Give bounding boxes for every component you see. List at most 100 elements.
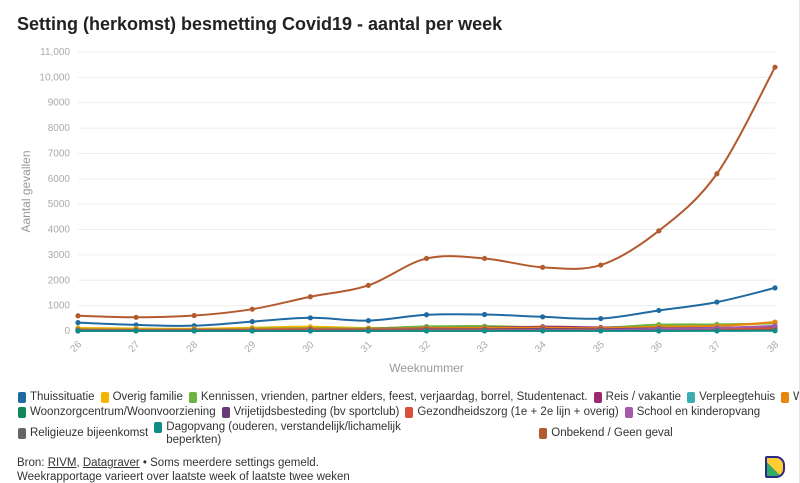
- legend-item[interactable]: Vrijetijdsbesteding (bv sportclub): [221, 406, 400, 419]
- legend-label: School en kinderopvang: [636, 406, 761, 418]
- legend-label: Thuissituatie: [30, 391, 95, 403]
- x-tick-label: 38: [765, 339, 781, 355]
- legend-item[interactable]: Thuissituatie: [18, 391, 95, 404]
- data-point: [656, 228, 662, 234]
- y-tick-label: 8000: [48, 123, 71, 134]
- data-point: [714, 328, 720, 334]
- source-note-text: • Soms meerdere settings gemeld.: [139, 457, 319, 469]
- y-axis-title: Aantal gevallen: [19, 150, 33, 232]
- legend-item[interactable]: Onbekend / Geen geval: [539, 427, 673, 440]
- data-point: [423, 328, 430, 334]
- data-point: [481, 311, 488, 318]
- datagraver-link[interactable]: Datagraver: [82, 457, 140, 469]
- x-tick-label: 26: [68, 339, 84, 355]
- data-point: [249, 328, 255, 334]
- legend-swatch: [18, 428, 26, 439]
- legend-item[interactable]: Verpleegtehuis: [687, 391, 775, 404]
- data-point: [75, 320, 81, 326]
- data-point: [133, 314, 139, 320]
- data-point: [481, 255, 488, 262]
- legend-row: Religieuze bijeenkomst Dagopvang (ouderen…: [18, 421, 679, 447]
- data-point: [307, 294, 313, 300]
- legend-label: Woonzorgcentrum/Woonvoorziening: [30, 406, 216, 418]
- x-tick-label: 27: [127, 339, 143, 355]
- legend-label: Kennissen, vrienden, partner elders, fee…: [200, 391, 588, 403]
- data-point: [656, 328, 662, 334]
- legend-label: Onbekend / Geen geval: [551, 427, 673, 439]
- y-tick-label: 4000: [48, 225, 71, 236]
- series-line-0: [77, 286, 776, 327]
- legend-item[interactable]: Woonzorgcentrum/Woonvoorziening: [18, 406, 216, 419]
- x-tick-label: 28: [185, 339, 201, 355]
- rivm-link[interactable]: RIVM: [47, 457, 77, 469]
- data-point: [540, 328, 546, 334]
- x-tick-label: 29: [243, 339, 259, 355]
- y-tick-label: 0: [64, 326, 70, 337]
- legend-item[interactable]: Reis / vakantie: [593, 391, 682, 404]
- y-tick-label: 3000: [48, 250, 71, 261]
- data-point: [307, 315, 313, 321]
- x-tick-label: 32: [417, 339, 433, 355]
- legend-item[interactable]: Religieuze bijeenkomst: [18, 427, 148, 440]
- legend-label: Overig familie: [112, 391, 183, 403]
- x-tick-label: 30: [301, 339, 317, 355]
- legend-item[interactable]: Werk: [781, 391, 799, 404]
- data-point: [714, 299, 720, 305]
- data-point: [481, 328, 488, 334]
- y-tick-label: 9000: [48, 98, 71, 109]
- legend-item[interactable]: Gezondheidszorg (1e + 2e lijn + overig): [405, 406, 619, 419]
- legend-swatch: [539, 428, 548, 439]
- source-note-2: Weekrapportage varieert over laatste wee…: [17, 471, 350, 483]
- x-axis-title: Weeknummer: [389, 361, 463, 375]
- legend-label: Vrijetijdsbesteding (bv sportclub): [233, 406, 400, 418]
- y-tick-label: 10,000: [39, 72, 70, 83]
- legend-label: Werk: [793, 391, 799, 404]
- source-sep: ,: [76, 457, 83, 469]
- source-note: Bron: RIVM, Datagraver • Soms meerdere s…: [17, 456, 350, 483]
- legend-item[interactable]: School en kinderopvang: [624, 406, 761, 419]
- legend-label: Religieuze bijeenkomst: [30, 427, 149, 439]
- legend-label: Dagopvang (ouderen, verstandelijk/licham…: [166, 421, 401, 446]
- data-point: [191, 328, 197, 334]
- data-point: [191, 312, 197, 319]
- y-tick-label: 11,000: [40, 47, 70, 58]
- x-tick-label: 33: [475, 339, 491, 355]
- y-tick-label: 1000: [48, 301, 71, 312]
- data-point: [772, 285, 778, 291]
- legend-row: Thuissituatie Overig familie Kennissen, vr…: [18, 391, 799, 404]
- datagraver-logo: [765, 456, 785, 478]
- chart-title: Setting (herkomst) besmetting Covid19 - …: [17, 14, 503, 34]
- x-tick-label: 37: [707, 339, 723, 355]
- legend-label: Gezondheidszorg (1e + 2e lijn + overig): [417, 406, 619, 418]
- data-point: [598, 315, 604, 322]
- legend-swatch: [781, 392, 790, 403]
- data-point: [75, 328, 81, 334]
- legend-item[interactable]: Overig familie: [100, 391, 183, 404]
- legend-swatch: [593, 392, 602, 403]
- data-point: [249, 319, 255, 325]
- y-tick-label: 7000: [48, 148, 71, 159]
- data-point: [540, 314, 546, 320]
- data-point: [423, 312, 430, 318]
- data-point: [365, 328, 372, 334]
- data-point: [365, 282, 372, 288]
- data-point: [423, 255, 430, 262]
- x-tick-label: 31: [359, 339, 375, 355]
- data-point: [598, 262, 604, 268]
- data-point: [772, 328, 778, 334]
- legend-swatch: [18, 392, 26, 403]
- legend-item[interactable]: Dagopvang (ouderen, verstandelijk/licham…: [154, 421, 409, 447]
- legend-item[interactable]: Kennissen, vrienden, partner elders, fee…: [188, 391, 588, 404]
- data-point: [133, 328, 139, 334]
- x-tick-label: 35: [591, 339, 607, 355]
- legend-label: Reis / vakantie: [605, 391, 682, 403]
- legend-label: Verpleegtehuis: [699, 391, 776, 403]
- y-tick-label: 2000: [48, 275, 71, 286]
- data-point: [714, 171, 720, 177]
- x-tick-label: 34: [533, 339, 549, 355]
- legend-swatch: [624, 407, 633, 418]
- x-tick-label: 36: [649, 339, 665, 355]
- data-point: [656, 307, 662, 314]
- legend-swatch: [18, 407, 26, 418]
